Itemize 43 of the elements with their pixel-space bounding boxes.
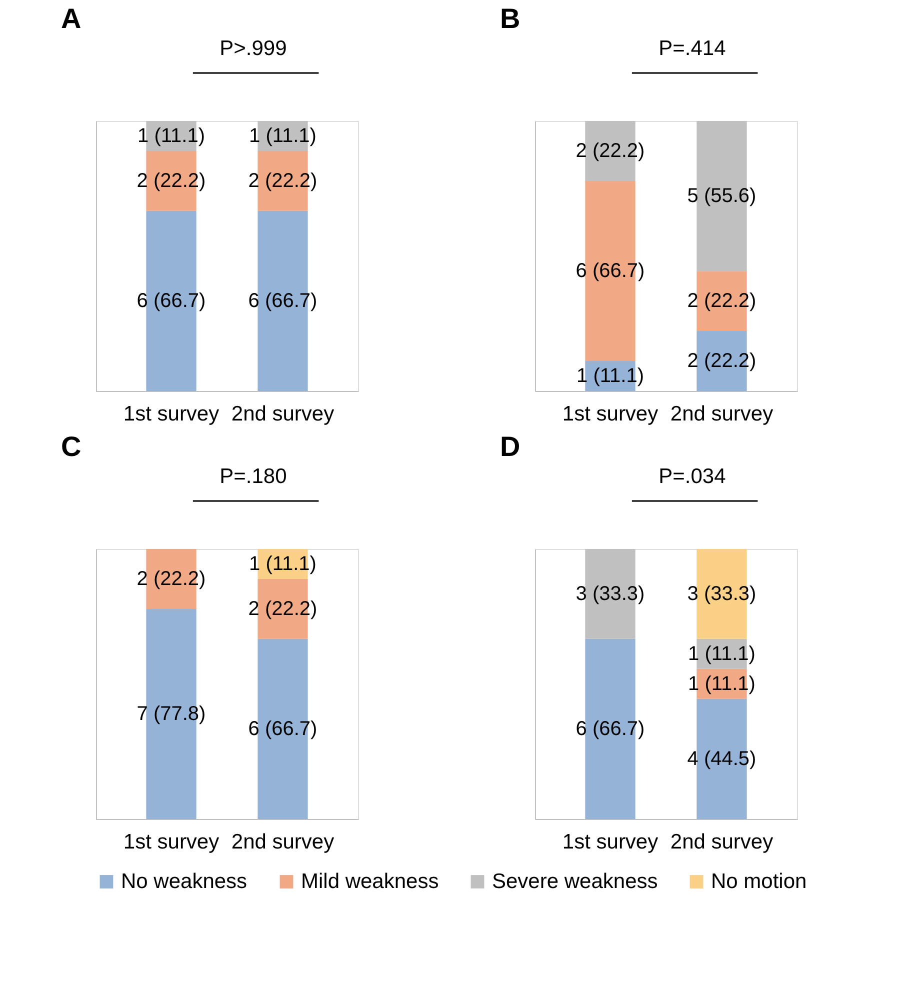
x-tick-label: 1st survey	[562, 830, 659, 854]
chart-title: B	[500, 3, 520, 34]
data-label: 2 (22.2)	[248, 598, 318, 620]
text: P=.414	[658, 37, 726, 60]
data-label: 6 (66.7)	[576, 718, 645, 740]
data-label: 1 (11.1)	[576, 365, 644, 388]
x-tick-label: 2nd survey	[670, 830, 774, 854]
x-tick-label: 2nd survey	[231, 830, 335, 854]
data-label: 1 (11.1)	[688, 642, 756, 665]
data-label: 5 (55.6)	[687, 185, 756, 208]
text: P>.999	[220, 37, 287, 60]
x-tick-label: 1st survey	[123, 402, 220, 426]
x-tick-label: 1st survey	[123, 830, 220, 854]
legend-label: No weakness	[121, 870, 248, 893]
data-label: 1 (11.1)	[138, 124, 205, 147]
data-label: 2 (22.2)	[136, 170, 206, 192]
x-tick-label: 2nd survey	[231, 402, 335, 426]
chart-title: C	[61, 431, 82, 462]
data-label: 2 (22.2)	[576, 140, 645, 162]
data-label: 2 (22.2)	[248, 170, 318, 192]
data-label: 1 (11.1)	[249, 552, 316, 575]
legend-label: Mild weakness	[301, 870, 439, 893]
legend-label: Severe weakness	[492, 870, 658, 893]
data-label: 4 (44.5)	[687, 748, 756, 770]
x-tick-label: 1st survey	[562, 402, 659, 426]
chart-title: A	[61, 3, 82, 34]
legend-label: No motion	[711, 870, 807, 893]
chart-title: D	[500, 431, 520, 462]
data-label: 3 (33.3)	[576, 582, 645, 605]
data-label: 2 (22.2)	[136, 568, 206, 590]
data-label: 6 (66.7)	[136, 290, 206, 312]
text: P=.034	[658, 465, 726, 488]
data-label: 7 (77.8)	[136, 702, 206, 725]
data-label: 1 (11.1)	[249, 124, 316, 147]
data-label: 6 (66.7)	[248, 290, 318, 312]
data-label: 2 (22.2)	[687, 290, 756, 312]
data-label: 1 (11.1)	[688, 672, 756, 695]
data-label: 6 (66.7)	[576, 260, 645, 282]
text: P=.180	[220, 465, 287, 488]
data-label: 3 (33.3)	[687, 582, 756, 605]
data-label: 2 (22.2)	[687, 350, 756, 372]
x-tick-label: 2nd survey	[670, 402, 774, 426]
data-label: 6 (66.7)	[248, 718, 318, 740]
